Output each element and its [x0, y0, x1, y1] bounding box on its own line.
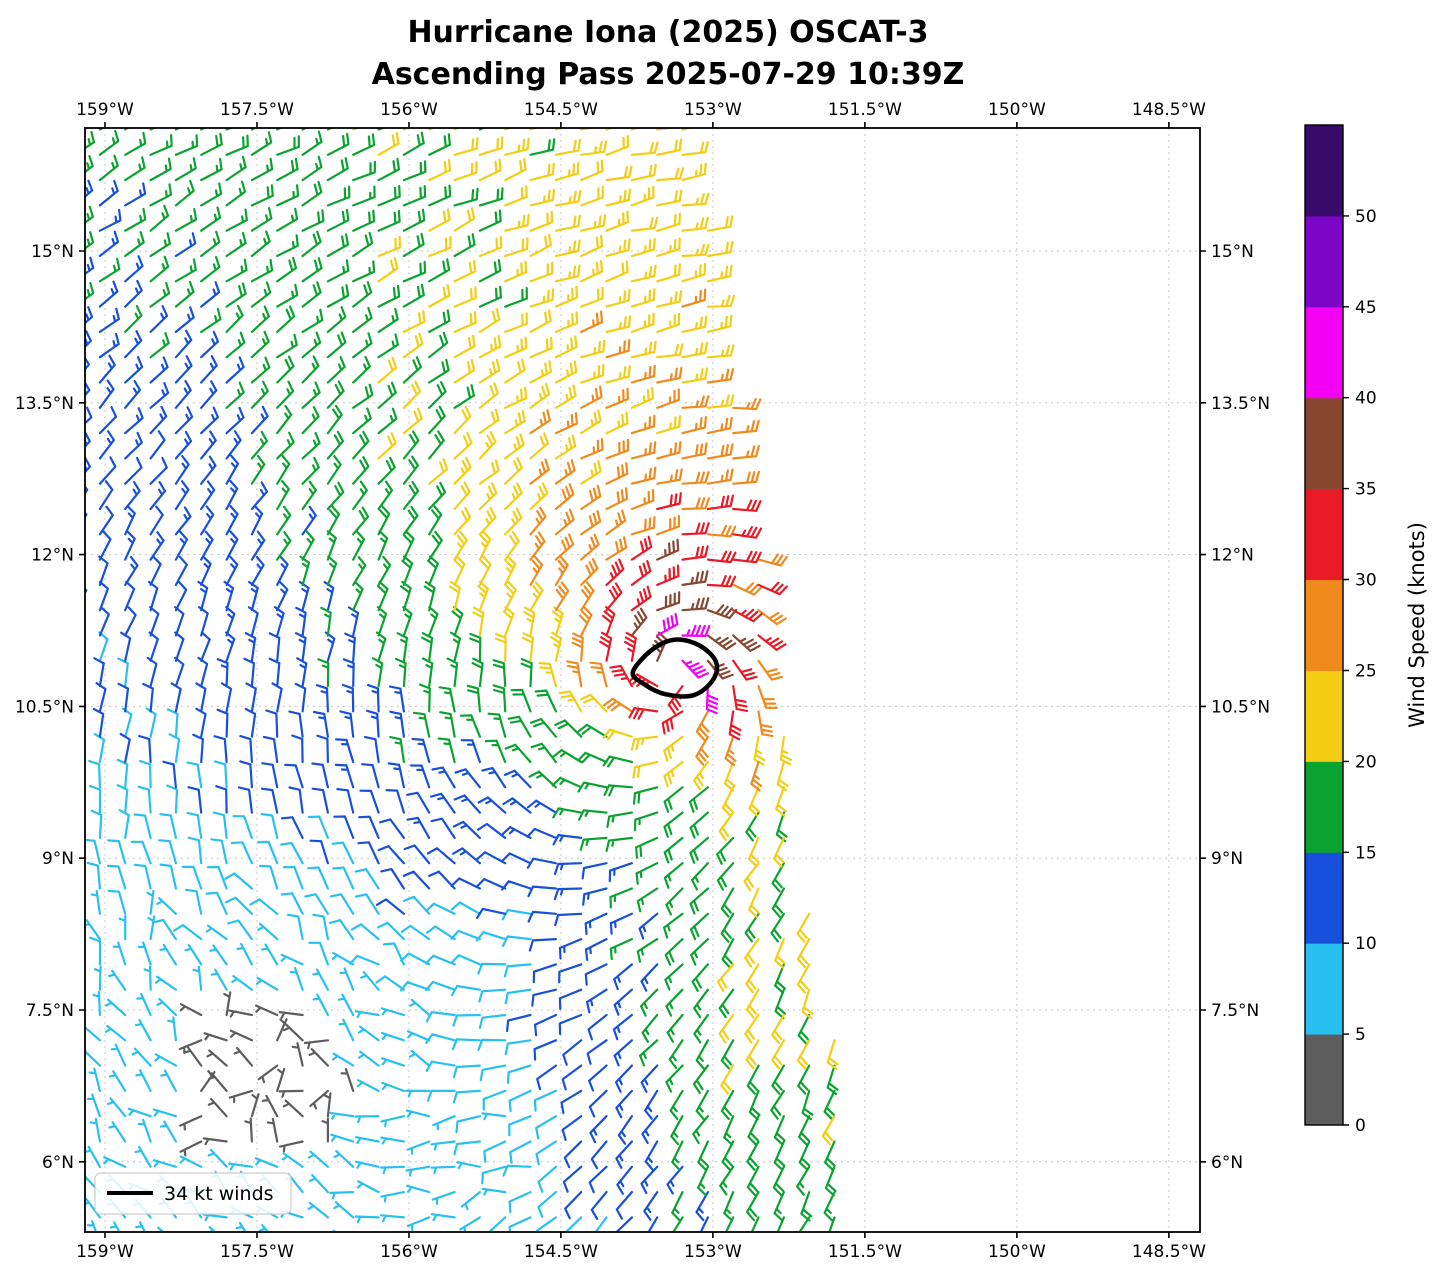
- x-tick-label-top: 151.5°W: [828, 100, 902, 120]
- wind-barb-layer: [85, 128, 839, 1232]
- x-tick-label-bottom: 159°W: [76, 1242, 134, 1262]
- y-tick-label-right: 15°N: [1211, 242, 1254, 262]
- x-tick-label-top: 154.5°W: [524, 100, 598, 120]
- y-tick-label-right: 9°N: [1211, 849, 1243, 869]
- chart-title-line1: Hurricane Iona (2025) OSCAT-3: [407, 15, 928, 50]
- y-tick-label-right: 13.5°N: [1211, 394, 1270, 414]
- wind-barbs-25-30kt: [529, 288, 788, 792]
- colorbar-tick-label: 20: [1355, 752, 1377, 772]
- colorbar-segment: [1305, 579, 1343, 671]
- colorbar-segment: [1305, 397, 1343, 490]
- colorbar-frame: [1304, 124, 1344, 1126]
- colorbar-tick-label: 45: [1355, 298, 1377, 318]
- colorbar-tick-label: 50: [1355, 207, 1377, 227]
- y-tick-label-left: 13.5°N: [15, 394, 74, 414]
- wind-barbs-40-45kt: [656, 612, 719, 715]
- y-tick-label-left: 6°N: [42, 1153, 74, 1173]
- y-tick-label-left: 9°N: [42, 849, 74, 869]
- y-tick-label-right: 10.5°N: [1211, 697, 1270, 717]
- legend: 34 kt winds: [94, 1172, 292, 1215]
- colorbar-segment: [1305, 943, 1343, 1035]
- colorbar-tick-label: 15: [1355, 843, 1377, 863]
- colorbar-segment: [1305, 215, 1343, 308]
- x-tick-label-bottom: 151.5°W: [828, 1242, 902, 1262]
- colorbar: 0 5 10 15 20 25 30 35 40 45 50 Wind Speed (knots): [1304, 124, 1429, 1136]
- colorbar-tick-label: 30: [1355, 571, 1377, 591]
- wind-barbs-20-25kt: [352, 128, 839, 1146]
- x-tick-label-top: 157.5°W: [220, 100, 294, 120]
- axis-tick-labels: 159°W 159°W 157.5°W 157.5°W 156°W 156°W 154.5°…: [15, 100, 1270, 1262]
- colorbar-tick-label: 5: [1355, 1025, 1366, 1045]
- colorbar-tick-label: 0: [1355, 1116, 1366, 1136]
- x-tick-label-top: 159°W: [76, 100, 134, 120]
- 34kt-wind-contour: [630, 637, 720, 699]
- x-tick-label-top: 148.5°W: [1132, 100, 1206, 120]
- colorbar-segment: [1305, 306, 1343, 399]
- colorbar-segment: [1305, 761, 1343, 853]
- x-tick-label-bottom: 153°W: [684, 1242, 742, 1262]
- colorbar-segment: [1305, 670, 1343, 762]
- x-tick-label-bottom: 148.5°W: [1132, 1242, 1206, 1262]
- axis-tick-marks: [79, 122, 1206, 1238]
- y-tick-label-right: 6°N: [1211, 1153, 1243, 1173]
- x-tick-label-bottom: 150°W: [988, 1242, 1046, 1262]
- x-tick-label-top: 150°W: [988, 100, 1046, 120]
- y-tick-label-left: 10.5°N: [15, 697, 74, 717]
- x-tick-label-bottom: 154.5°W: [524, 1242, 598, 1262]
- y-tick-label-left: 15°N: [31, 242, 74, 262]
- wind-barbs-10-15kt: [85, 179, 709, 1232]
- y-tick-label-left: 12°N: [31, 546, 74, 566]
- gridlines: [85, 128, 1200, 1232]
- colorbar-tick-label: 40: [1355, 389, 1377, 409]
- colorbar-segment: [1305, 488, 1343, 581]
- colorbar-segment: [1305, 125, 1343, 217]
- x-tick-label-bottom: 157.5°W: [220, 1242, 294, 1262]
- colorbar-tick-label: 25: [1355, 662, 1377, 682]
- colorbar-segment: [1305, 852, 1343, 944]
- map-axes-frame: [84, 127, 1201, 1233]
- colorbar-tick-label: 35: [1355, 480, 1377, 500]
- colorbar-segment: [1305, 1034, 1343, 1126]
- legend-label: 34 kt winds: [164, 1183, 274, 1205]
- wind-barbs-15-20kt: [85, 128, 839, 1232]
- y-tick-label-left: 7.5°N: [26, 1001, 74, 1021]
- y-tick-label-right: 7.5°N: [1211, 1001, 1259, 1021]
- x-tick-label-bottom: 156°W: [380, 1242, 438, 1262]
- legend-box: [94, 1172, 292, 1215]
- chart-title-line2: Ascending Pass 2025-07-29 10:39Z: [372, 57, 965, 92]
- colorbar-title: Wind Speed (knots): [1405, 522, 1429, 728]
- x-tick-label-top: 156°W: [380, 100, 438, 120]
- colorbar-tick-label: 10: [1355, 934, 1377, 954]
- wind-barbs-30-35kt: [599, 492, 788, 741]
- wind-barbs-5-10kt: [85, 631, 608, 1232]
- x-tick-label-top: 153°W: [684, 100, 742, 120]
- wind-barbs-0-5kt: [178, 991, 355, 1157]
- y-tick-label-right: 12°N: [1211, 546, 1254, 566]
